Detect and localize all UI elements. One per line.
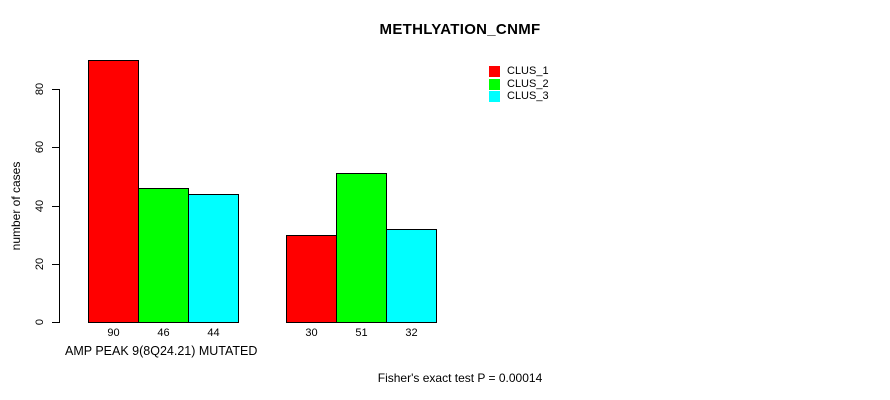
y-tick-mark	[52, 322, 59, 323]
legend-swatch-clus_2	[489, 78, 500, 90]
bar-clus_1-group1	[88, 60, 139, 323]
bar-clus_1-group2	[286, 235, 337, 323]
x-axis-label: AMP PEAK 9(8Q24.21) MUTATED	[65, 344, 258, 358]
y-tick-label: 20	[34, 257, 46, 270]
bar-clus_3-group2	[386, 229, 437, 323]
bar-value-label: 32	[405, 327, 418, 339]
bar-value-label: 90	[107, 327, 120, 339]
chart-title: METHLYATION_CNMF	[379, 21, 541, 38]
bar-clus_3-group1	[188, 194, 239, 323]
legend-label: CLUS_1	[507, 64, 549, 77]
y-tick-mark	[52, 205, 59, 207]
bar-value-label: 30	[305, 327, 318, 339]
fisher-test-annotation: Fisher's exact test P = 0.00014	[377, 371, 543, 385]
y-tick-label: 80	[34, 82, 46, 96]
y-tick-label: 40	[34, 199, 46, 212]
bar-value-label: 46	[157, 327, 170, 339]
legend-label: CLUS_3	[507, 90, 549, 103]
y-tick-mark	[52, 147, 59, 149]
y-tick-mark	[52, 89, 59, 90]
bar-clus_2-group1	[138, 188, 189, 323]
bar-value-label: 44	[207, 327, 220, 339]
bar-clus_2-group2	[336, 173, 387, 323]
y-axis-label: number of cases	[9, 161, 23, 251]
y-axis-line	[59, 89, 60, 323]
bar-value-label: 51	[355, 327, 368, 339]
legend-item-clus_2: CLUS_2	[489, 78, 549, 91]
legend-swatch-clus_3	[489, 91, 500, 103]
legend-label: CLUS_2	[507, 77, 549, 90]
legend: CLUS_1 CLUS_2 CLUS_3	[489, 65, 549, 103]
y-tick-mark	[52, 263, 59, 265]
y-tick-label: 60	[34, 141, 46, 154]
y-tick-label: 0	[34, 318, 46, 326]
legend-swatch-clus_1	[489, 65, 500, 77]
legend-item-clus_1: CLUS_1	[489, 65, 549, 78]
legend-item-clus_3: CLUS_3	[489, 91, 549, 104]
